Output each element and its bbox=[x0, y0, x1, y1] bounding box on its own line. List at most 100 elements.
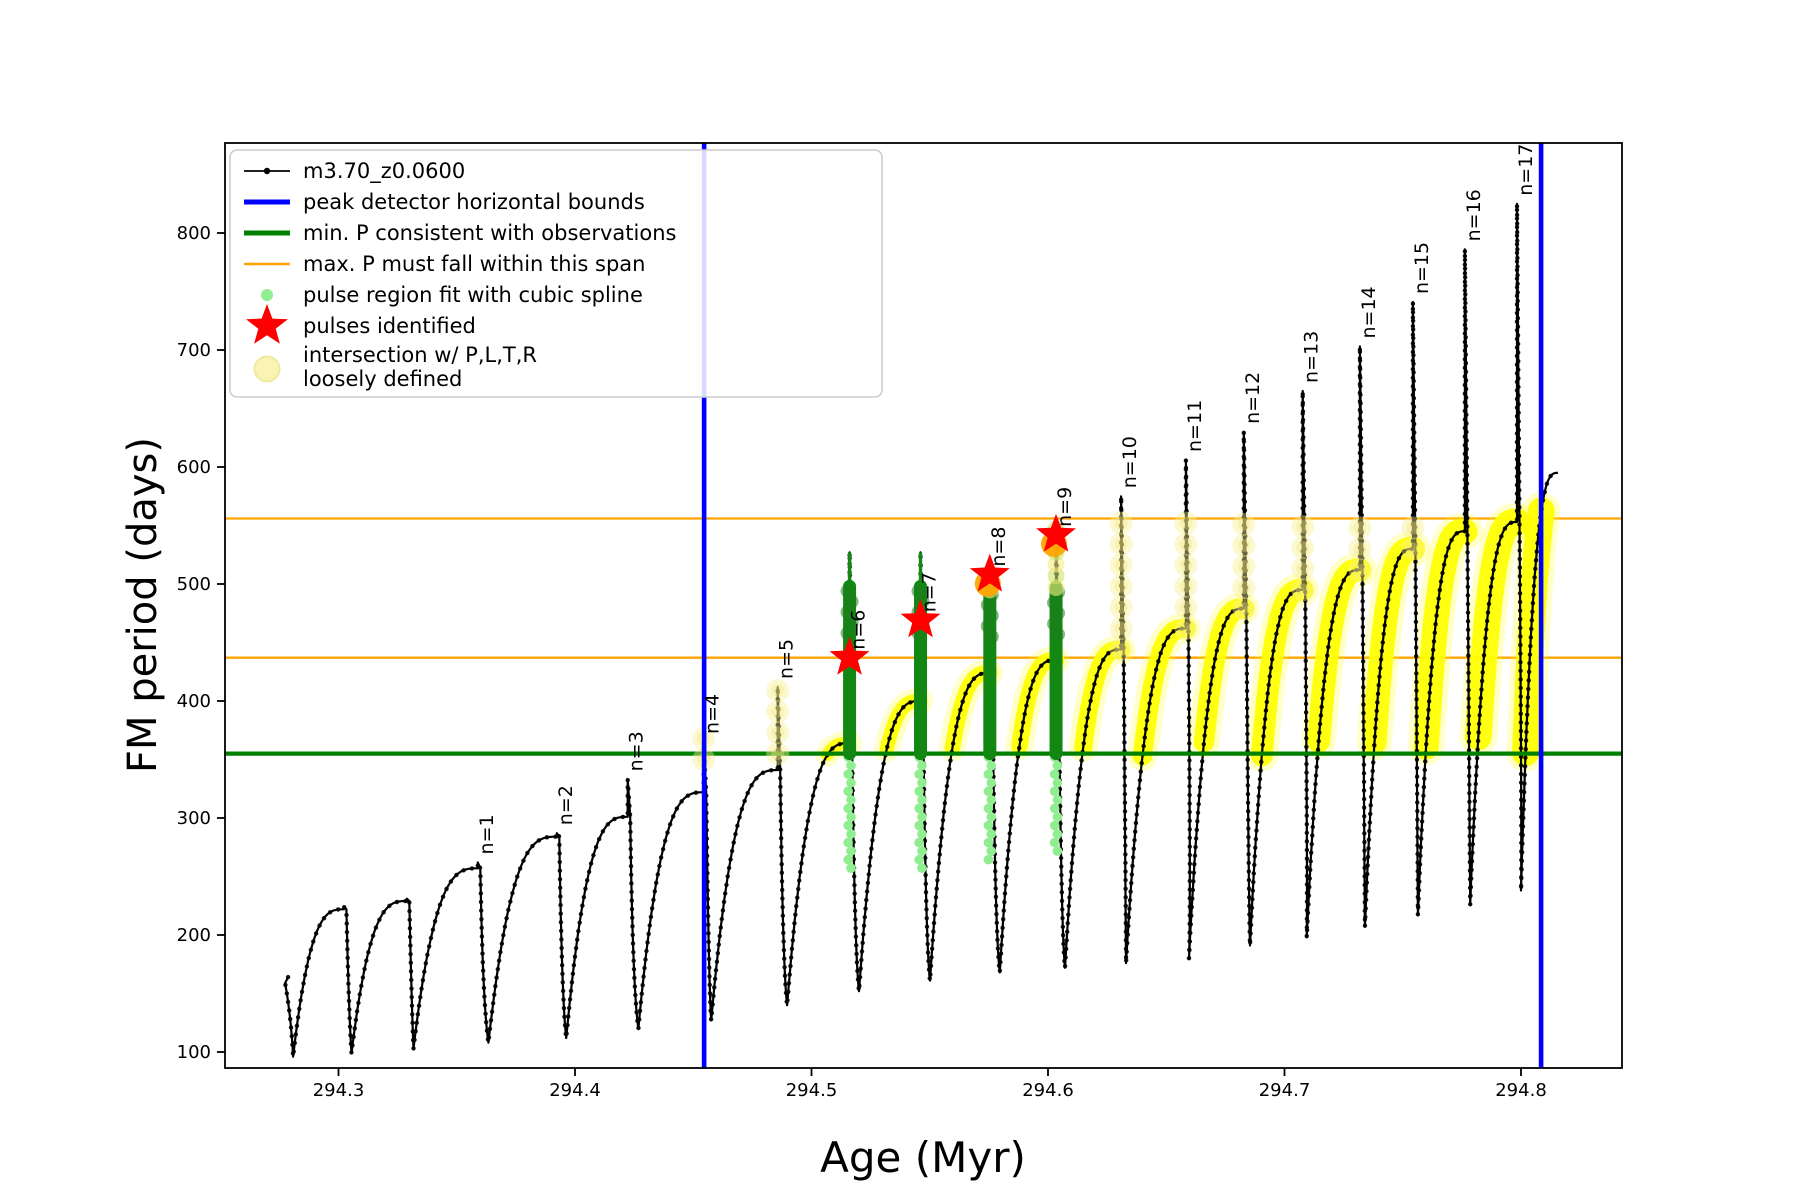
legend-label: max. P must fall within this span bbox=[303, 252, 645, 276]
pulse-label: n=14 bbox=[1358, 286, 1380, 338]
y-tick-label: 200 bbox=[177, 925, 211, 946]
y-tick-label: 500 bbox=[177, 574, 211, 595]
pulse-region-dot bbox=[840, 605, 855, 620]
legend-label: min. P consistent with observations bbox=[303, 221, 676, 245]
y-tick-label: 800 bbox=[177, 223, 211, 244]
x-tick-label: 294.4 bbox=[549, 1080, 601, 1101]
pulse-region-dot bbox=[1051, 606, 1066, 621]
loose-intersection-dot bbox=[1401, 537, 1425, 561]
spline-fit-dot bbox=[1052, 846, 1063, 856]
spline-fit-dot bbox=[983, 854, 994, 865]
legend-label: pulse region fit with cubic spline bbox=[303, 283, 643, 307]
spline-fit-dot bbox=[914, 803, 924, 814]
legend-box bbox=[229, 149, 883, 398]
spline-fit-dot bbox=[846, 829, 856, 839]
pulse-label: n=16 bbox=[1463, 189, 1485, 241]
spline-fit-dot bbox=[1049, 820, 1060, 831]
spline-fit-dot bbox=[986, 795, 997, 805]
loose-intersection-dot bbox=[1348, 516, 1372, 540]
loose-intersection-dot-core bbox=[1179, 579, 1193, 593]
y-tick-label: 700 bbox=[177, 340, 211, 361]
pulse-label: n=12 bbox=[1242, 372, 1264, 424]
loose-intersection-dot-core bbox=[1406, 542, 1420, 556]
loose-intersection-dot-core bbox=[1237, 517, 1251, 531]
y-axis: 100 200 300 400 500 600 700 800 bbox=[177, 223, 225, 1063]
loose-intersection-dot bbox=[1291, 515, 1315, 539]
x-axis-title: Age (Myr) bbox=[820, 1133, 1026, 1182]
spline-fit-dot bbox=[843, 769, 853, 780]
pulse-label: n=7 bbox=[919, 572, 941, 612]
model-track-markers bbox=[282, 203, 1561, 1057]
x-tick-label: 294.7 bbox=[1259, 1080, 1311, 1101]
loose-intersection-dot bbox=[766, 700, 790, 724]
pulse-region-dot bbox=[1051, 627, 1066, 642]
loose-intersection-dot-core bbox=[1296, 541, 1310, 555]
loose-intersection-dot-core bbox=[1114, 643, 1128, 657]
loose-intersection-dot-core bbox=[1179, 537, 1193, 551]
spline-fit-dot bbox=[914, 786, 924, 797]
loose-intersection-dot bbox=[1109, 553, 1133, 577]
loose-intersection-dot bbox=[1174, 553, 1198, 577]
loose-intersection-dot-core bbox=[1114, 516, 1128, 530]
spline-fit-dot bbox=[914, 837, 924, 848]
spline-fit-dot bbox=[1049, 837, 1060, 848]
y-tick-label: 100 bbox=[177, 1042, 211, 1063]
loose-intersection-dot-core bbox=[1296, 520, 1310, 534]
loose-intersection-dot bbox=[1174, 532, 1198, 556]
spline-fit-dot bbox=[983, 786, 994, 797]
pulse-region-dot bbox=[984, 629, 999, 644]
loose-intersection-dot-core bbox=[1406, 521, 1420, 535]
legend-intersection-dot bbox=[253, 355, 281, 383]
spline-fit-dot bbox=[843, 820, 853, 831]
pulse-label: n=13 bbox=[1301, 331, 1323, 383]
legend-label: intersection w/ P,L,T,R bbox=[303, 343, 537, 367]
pulse-label: n=2 bbox=[555, 785, 577, 825]
x-tick-label: 294.6 bbox=[1022, 1080, 1074, 1101]
loose-intersection-dot bbox=[1291, 578, 1315, 602]
spline-fit-dot bbox=[986, 846, 997, 856]
loose-intersection-dot-core bbox=[771, 705, 785, 719]
loose-intersection-dot-core bbox=[1237, 538, 1251, 552]
loose-intersection-dot-core bbox=[1114, 558, 1128, 572]
loose-intersection-dot-core bbox=[1296, 562, 1310, 576]
y-tick-label: 400 bbox=[177, 691, 211, 712]
pulse-region-dot bbox=[980, 619, 995, 634]
pulse-label: n=17 bbox=[1515, 144, 1537, 196]
loose-intersection-dot-core bbox=[1353, 563, 1367, 577]
loose-intersection-dot bbox=[1174, 616, 1198, 640]
loose-intersection-dot bbox=[1232, 597, 1256, 621]
loose-intersection-dot bbox=[1174, 574, 1198, 598]
spline-fit-dot bbox=[914, 820, 924, 831]
spline-fit-dot bbox=[846, 777, 856, 788]
loose-intersection-dot bbox=[1109, 595, 1133, 619]
loose-intersection-dot-core bbox=[1353, 521, 1367, 535]
pulse-region-dot bbox=[980, 598, 995, 613]
loose-intersection-dot-core bbox=[1179, 516, 1193, 530]
loose-intersection-dot-core bbox=[1237, 581, 1251, 595]
legend-label: pulses identified bbox=[303, 314, 476, 338]
spline-fit-dot bbox=[983, 769, 994, 780]
plot-area bbox=[225, 143, 1622, 1068]
spline-fit-dot bbox=[983, 837, 994, 848]
pulse-label: n=1 bbox=[476, 814, 498, 854]
spline-fit-dot bbox=[917, 760, 927, 771]
loose-intersection-dot-core bbox=[771, 683, 785, 697]
pulse-region-dot bbox=[840, 584, 855, 599]
loose-intersection-dot bbox=[1109, 638, 1133, 662]
spline-fit-dot bbox=[917, 812, 927, 822]
pulse-identified-star bbox=[829, 636, 870, 675]
greenyellow-dot bbox=[1047, 555, 1065, 573]
spline-fit-dot bbox=[1052, 829, 1063, 839]
spline-fit-dot bbox=[843, 803, 853, 814]
x-tick-label: 294.5 bbox=[786, 1080, 838, 1101]
loose-intersection-dot bbox=[1291, 557, 1315, 581]
spline-fit-dot bbox=[1052, 812, 1063, 822]
axes-frame bbox=[224, 142, 1623, 1069]
loose-intersection-dot-core bbox=[1114, 579, 1128, 593]
spline-fit-dot bbox=[986, 760, 997, 771]
spline-fit-dot bbox=[914, 769, 924, 780]
loose-intersection-dot-core bbox=[1237, 602, 1251, 616]
pulse-label: n=4 bbox=[702, 694, 724, 734]
pulse-label: n=10 bbox=[1119, 436, 1141, 488]
